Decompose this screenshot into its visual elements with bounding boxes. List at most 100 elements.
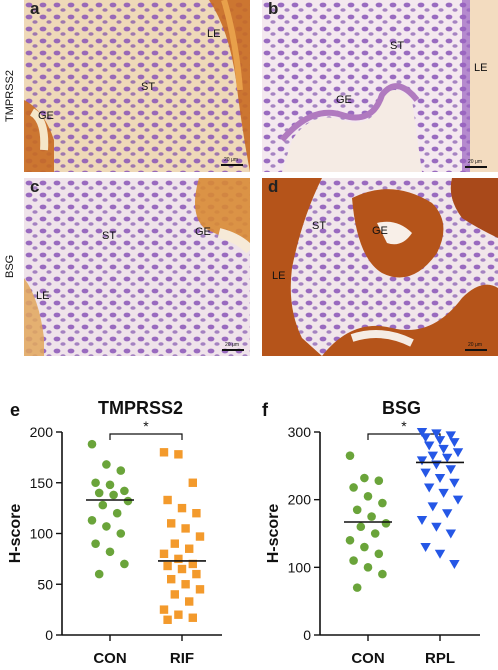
micrograph-a-image (24, 0, 250, 172)
data-point-rif (174, 450, 183, 459)
data-point-con (120, 559, 129, 569)
data-point-rpl (424, 441, 435, 451)
x-tick-label: RPL (425, 650, 455, 667)
data-point-rpl (431, 522, 442, 532)
data-point-rpl (427, 451, 438, 461)
data-point-rif (188, 559, 197, 569)
data-point-rif (181, 580, 190, 589)
data-point-con (345, 451, 355, 460)
scale-bar (465, 166, 487, 168)
micrograph-panel-d: d ST GE LE 20 μm (262, 178, 498, 356)
data-point-rif (185, 544, 194, 553)
micrograph-panel-c: c ST GE LE 20 μm (24, 178, 250, 356)
region-label-st: ST (312, 220, 327, 232)
data-point-con (378, 569, 387, 579)
data-point-con (345, 535, 355, 545)
data-point-con (370, 529, 380, 538)
data-point-rpl (420, 433, 431, 443)
data-point-con (123, 496, 133, 506)
data-point-rif (188, 613, 197, 622)
micrograph-c-image (24, 178, 250, 356)
significance-marker: * (401, 418, 407, 434)
scale-bar (222, 349, 244, 351)
data-point-rpl (449, 559, 460, 569)
data-point-con (349, 483, 358, 492)
data-point-con (356, 522, 366, 532)
data-point-rif (177, 503, 187, 513)
x-tick-label: CON (351, 650, 384, 667)
micrograph-panel-b: b ST GE LE 20 μm (262, 0, 498, 172)
panel-letter-a: a (30, 0, 40, 18)
region-label-ge: GE (336, 94, 352, 106)
data-point-rpl (427, 502, 438, 512)
data-point-rif (159, 448, 169, 457)
data-point-rpl (416, 428, 428, 437)
data-point-con (105, 480, 115, 490)
data-point-rpl (449, 478, 460, 488)
micrograph-b-image (262, 0, 498, 172)
data-point-rpl (438, 488, 449, 498)
data-point-con (94, 488, 104, 498)
scale-label: 20 μm (225, 342, 239, 348)
data-point-con (116, 466, 126, 475)
data-point-con (381, 519, 391, 528)
y-axis-label: H-score (265, 504, 282, 564)
data-point-con (349, 556, 358, 565)
y-tick-label: 100 (288, 559, 312, 575)
y-tick-label: 100 (30, 526, 54, 542)
data-point-con (374, 549, 384, 559)
region-label-ge: GE (195, 226, 211, 238)
data-point-rpl (420, 468, 431, 478)
data-point-con (352, 505, 362, 515)
data-point-rpl (445, 529, 456, 539)
data-point-con (87, 516, 97, 525)
micrograph-panel-a: a LE ST GE 20 μm (24, 0, 250, 172)
data-point-rif (159, 549, 169, 558)
data-point-con (363, 491, 373, 501)
chart-title-tmprss2: TMPRSS2 (98, 398, 184, 418)
data-point-rpl (434, 474, 446, 484)
significance-bracket (109, 433, 183, 440)
data-point-rpl (449, 438, 460, 448)
region-label-ge: GE (38, 110, 54, 122)
data-point-con (360, 542, 369, 552)
data-point-rpl (452, 448, 464, 458)
row-label-tmprss2: TMPRSS2 (4, 70, 16, 122)
data-point-con (109, 490, 118, 500)
data-point-con (378, 498, 387, 508)
data-point-con (374, 476, 384, 486)
data-point-rpl (434, 436, 446, 446)
data-point-rpl (438, 444, 449, 454)
chart-title-bsg: BSG (382, 398, 422, 418)
data-point-rpl (442, 453, 453, 463)
data-point-rif (174, 554, 183, 564)
data-point-rif (195, 532, 205, 541)
y-tick-label: 150 (30, 475, 54, 491)
data-point-rif (167, 519, 176, 528)
data-point-con (116, 529, 126, 538)
scale-bar (221, 164, 243, 166)
data-point-rif (174, 610, 183, 619)
data-point-rif (163, 495, 172, 505)
data-point-rpl (452, 495, 464, 505)
region-label-st: ST (141, 81, 156, 93)
scale-bar (465, 349, 487, 351)
data-point-con (91, 478, 100, 488)
region-label-le: LE (36, 290, 50, 302)
scale-label: 20 μm (224, 157, 238, 163)
data-point-rpl (442, 509, 453, 519)
data-point-rpl (445, 465, 456, 475)
data-point-rif (170, 539, 179, 548)
chart-letter-f: f (262, 400, 268, 420)
x-tick-label: CON (93, 650, 126, 667)
region-label-le: LE (474, 62, 488, 74)
data-point-rif (159, 605, 169, 614)
data-point-rif (167, 574, 176, 584)
data-point-con (367, 512, 376, 521)
data-point-con (363, 563, 373, 572)
panel-letter-b: b (268, 0, 279, 18)
data-point-rpl (420, 543, 431, 553)
significance-marker: * (143, 418, 149, 434)
data-point-rpl (424, 483, 435, 493)
data-point-con (352, 583, 362, 592)
